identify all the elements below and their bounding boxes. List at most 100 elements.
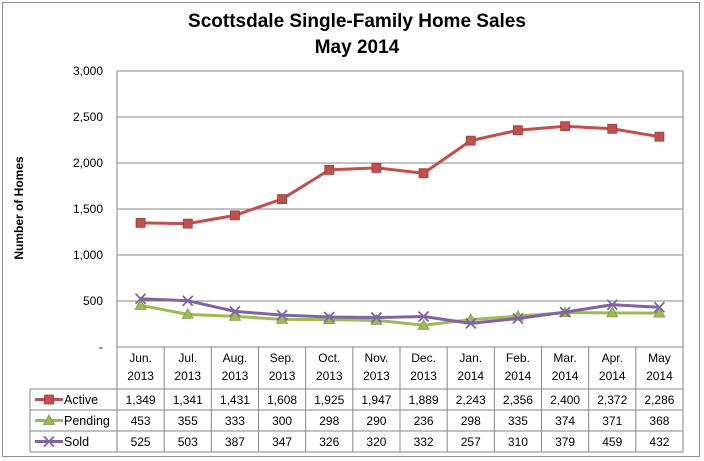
- legend-marker-active: [44, 394, 54, 405]
- data-point-pending: [181, 308, 194, 319]
- x-tick-label: 2014: [457, 369, 484, 383]
- data-point-sold: [512, 312, 524, 325]
- table-cell-pending: 368: [649, 414, 669, 428]
- table-cell-sold: 379: [555, 435, 575, 449]
- x-tick-label: Jun.: [129, 351, 152, 365]
- table-cell-sold: 432: [649, 435, 669, 449]
- table-cell-sold: 332: [414, 435, 434, 449]
- table-cell-sold: 310: [508, 435, 528, 449]
- series-active: [135, 121, 665, 229]
- legend-sold: Sold: [35, 435, 89, 449]
- x-tick-label: 2013: [127, 369, 154, 383]
- x-tick-label: 2013: [316, 369, 343, 383]
- data-point-active: [135, 217, 146, 228]
- data-point-active: [182, 218, 193, 229]
- x-tick-label: Aug.: [223, 351, 248, 365]
- table-cell-active: 1,889: [409, 393, 439, 407]
- table-cell-pending: 355: [178, 414, 198, 428]
- x-tick-label: Sep.: [270, 351, 295, 365]
- x-tick-label: 2013: [174, 369, 201, 383]
- data-point-active: [418, 168, 429, 179]
- y-tick-label: 2,500: [73, 110, 103, 124]
- y-tick-label: 2,000: [73, 156, 103, 170]
- x-tick-label: 2014: [646, 369, 673, 383]
- x-tick-label: 2014: [552, 369, 579, 383]
- table-cell-active: 1,947: [361, 393, 391, 407]
- table-cell-active: 1,341: [173, 393, 203, 407]
- table-cell-pending: 371: [602, 414, 622, 428]
- table-cell-sold: 525: [131, 435, 151, 449]
- series-pending: [134, 299, 666, 330]
- series-sold: [134, 293, 666, 329]
- table-cell-active: 1,349: [126, 393, 156, 407]
- x-tick-label: Oct.: [318, 351, 340, 365]
- table-cell-pending: 290: [366, 414, 386, 428]
- table-cell-active: 2,400: [550, 393, 580, 407]
- data-point-active: [465, 135, 476, 146]
- legend-label-active: Active: [64, 393, 98, 407]
- y-tick-label: 1,000: [73, 248, 103, 262]
- data-point-active: [277, 194, 287, 204]
- table-cell-pending: 374: [555, 414, 575, 428]
- x-tick-label: May: [648, 351, 671, 365]
- data-point-sold: [229, 305, 241, 318]
- table-cell-sold: 320: [366, 435, 386, 449]
- table-cell-pending: 335: [508, 414, 528, 428]
- legend-label-pending: Pending: [64, 414, 110, 428]
- data-point-sold: [606, 299, 618, 311]
- data-point-sold: [276, 309, 288, 321]
- data-point-sold: [653, 301, 666, 313]
- data-point-pending: [134, 299, 147, 310]
- table-cell-pending: 333: [225, 414, 245, 428]
- legend-active: Active: [35, 393, 98, 407]
- data-point-pending: [653, 306, 666, 318]
- table-cell-sold: 326: [319, 435, 339, 449]
- x-tick-label: Feb.: [506, 351, 530, 365]
- data-point-active: [513, 125, 523, 136]
- legend-marker-pending: [42, 414, 56, 425]
- x-tick-label: 2013: [410, 369, 437, 383]
- data-point-sold: [182, 295, 194, 307]
- data-point-sold: [323, 311, 335, 323]
- table-cell-pending: 298: [319, 414, 339, 428]
- data-point-sold: [417, 310, 430, 323]
- data-point-sold: [465, 317, 477, 329]
- x-tick-label: Apr.: [602, 351, 623, 365]
- x-tick-label: Dec.: [411, 351, 436, 365]
- table-cell-active: 2,286: [644, 393, 674, 407]
- table-cell-active: 1,431: [220, 393, 250, 407]
- table-cell-sold: 503: [178, 435, 198, 449]
- table-cell-pending: 453: [131, 414, 151, 428]
- data-point-sold: [134, 293, 147, 305]
- x-tick-label: Mar.: [553, 351, 576, 365]
- table-cell-active: 1,608: [267, 393, 297, 407]
- legend-marker-sold: [43, 435, 55, 448]
- series-line-pending: [140, 303, 660, 327]
- table-cell-active: 2,243: [456, 393, 486, 407]
- legend-pending: Pending: [35, 414, 110, 428]
- x-tick-label: 2013: [269, 369, 296, 383]
- data-point-active: [230, 210, 240, 221]
- y-tick-label: -: [99, 340, 103, 354]
- series-line-active: [140, 124, 660, 226]
- x-tick-label: Jan.: [459, 351, 482, 365]
- data-point-active: [654, 131, 665, 142]
- data-point-active: [560, 121, 570, 132]
- table-cell-sold: 257: [461, 435, 481, 449]
- chart-frame: [2, 2, 700, 457]
- series-line-sold: [140, 297, 660, 325]
- y-tick-label: 1,500: [73, 202, 103, 216]
- table-cell-active: 2,356: [503, 393, 533, 407]
- table-cell-pending: 236: [414, 414, 434, 428]
- table-cell-sold: 347: [272, 435, 292, 449]
- y-axis-label: Number of Homes: [12, 156, 26, 260]
- data-point-pending: [606, 306, 619, 318]
- x-tick-label: 2013: [222, 369, 249, 383]
- data-point-active: [371, 162, 382, 173]
- table-cell-pending: 298: [461, 414, 481, 428]
- x-tick-label: Jul.: [178, 351, 197, 365]
- x-tick-label: 2014: [599, 369, 626, 383]
- chart-title: Scottsdale Single-Family Home Sales: [188, 11, 526, 32]
- legend-label-sold: Sold: [64, 435, 89, 449]
